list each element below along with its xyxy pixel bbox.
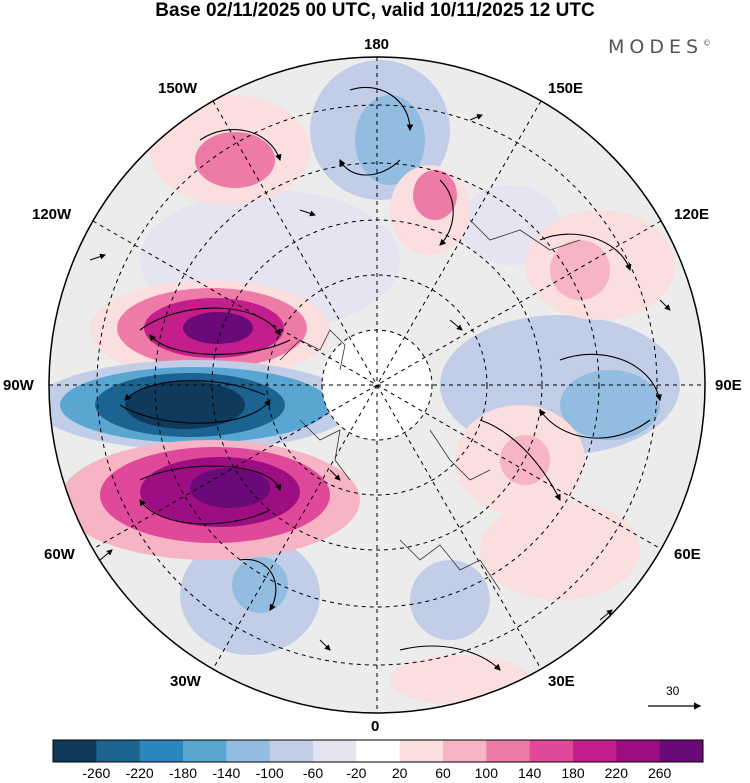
colorbar-swatch [486,740,531,762]
lon-label-120w: 120W [32,206,72,223]
colorbar-swatch [226,740,271,762]
lon-label-60e: 60E [674,546,701,563]
brand-name: MODES [608,36,704,58]
colorbar-tick-label: -60 [302,765,324,781]
colorbar [52,739,704,763]
colorbar-swatch [269,740,314,762]
colorbar-tick-label: -100 [255,765,284,781]
colorbar-swatch [313,740,357,762]
lon-label-90w: 90W [3,377,34,394]
colorbar-swatch [529,740,574,762]
colorbar-tick-label: 140 [517,765,542,781]
colorbar-swatch [616,740,661,762]
colorbar-swatch [183,740,227,762]
colorbar-tick-label: 60 [435,765,451,781]
colorbar-swatch [96,740,141,762]
lon-label-150e: 150E [548,80,584,97]
colorbar-swatch [356,740,401,762]
colorbar-tick-label: -260 [82,765,111,781]
colorbar-tick-label: -140 [212,765,241,781]
brand-logo: MODES© [608,36,711,58]
colorbar-tick-label: 180 [561,765,585,781]
colorbar-tick-label: 260 [647,765,672,781]
map-field [49,57,705,713]
lon-label-0: 0 [371,718,380,735]
colorbar-tick-label: 220 [604,765,629,781]
colorbar-swatch [659,740,704,762]
brand-copyright: © [703,38,712,48]
lon-label-30e: 30E [548,673,575,690]
lon-label-90e: 90E [715,377,742,394]
lon-label-150w: 150W [158,80,198,97]
lon-label-180: 180 [364,36,390,53]
lon-label-120e: 120E [674,206,710,223]
colorbar-border [52,739,704,763]
colorbar-tick-label: 100 [474,765,499,781]
lon-label-60w: 60W [44,546,75,563]
colorbar-swatch [399,740,444,762]
colorbar-tick-label: -220 [125,765,154,781]
colorbar-swatch [573,740,617,762]
map-boundary [48,56,706,714]
colorbar-swatch [53,740,97,762]
lon-label-30w: 30W [170,673,201,690]
map-title: Base 02/11/2025 00 UTC, valid 10/11/2025… [155,0,595,21]
colorbar-swatch [139,740,184,762]
colorbar-swatch [443,740,487,762]
colorbar-tick-label: -20 [346,765,367,781]
colorbar-tick-label: 20 [391,765,408,781]
reference-vector-label: 30 [666,684,680,698]
colorbar-tick-label: -180 [168,765,198,781]
